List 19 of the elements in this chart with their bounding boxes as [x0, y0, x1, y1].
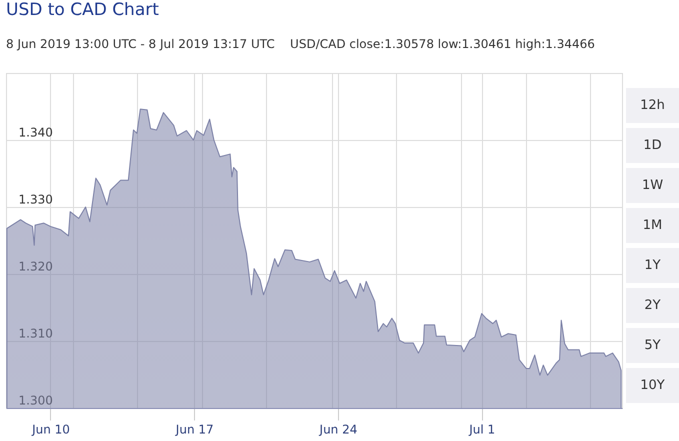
y-tick-label: 1.340 — [18, 126, 53, 140]
chart-subtitle: 8 Jun 2019 13:00 UTC - 8 Jul 2019 13:17 UTC USD/CAD close:1.30578 low:1.30461 high:1.34466 — [6, 37, 595, 51]
range-button: 1M — [626, 208, 679, 243]
x-tick-label: Jun 10 — [31, 422, 70, 436]
y-tick-label: 1.310 — [18, 326, 53, 340]
x-tick-label: Jun 17 — [174, 422, 214, 436]
chart-title: USD to CAD Chart — [6, 0, 159, 20]
range-button: 1D — [626, 128, 679, 163]
y-tick-label: 1.300 — [18, 394, 53, 408]
range-button: 12h — [626, 88, 679, 123]
range-button: 10Y — [626, 368, 679, 403]
range-button: 5Y — [626, 328, 679, 363]
range-button: 2Y — [626, 288, 679, 323]
y-tick-label: 1.330 — [18, 192, 53, 206]
x-tick-label: Jun 24 — [318, 422, 358, 436]
range-button: 1Y — [626, 248, 679, 283]
x-tick-label: Jul 1 — [468, 422, 496, 436]
y-tick-label: 1.320 — [18, 260, 53, 274]
range-button: 1W — [626, 168, 679, 203]
